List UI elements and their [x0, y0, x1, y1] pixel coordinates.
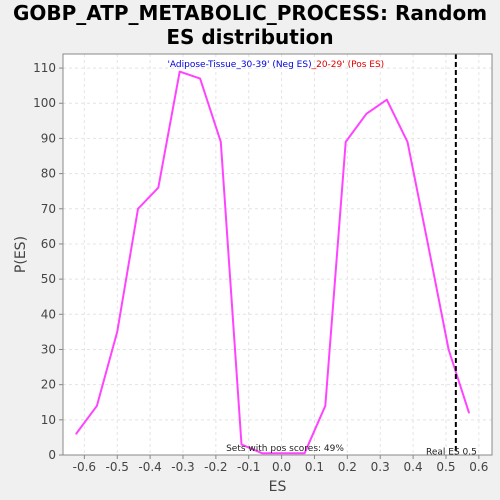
real-es-label: Real ES 0.5: [426, 448, 477, 458]
y-tick-label: 20: [41, 378, 56, 392]
y-axis: 0 10 20 30 40 50 60 70 80 90 100 110: [33, 61, 63, 462]
data-point: [427, 243, 429, 245]
y-axis-label: P(ES): [13, 236, 29, 273]
y-tick-label: 60: [41, 237, 56, 251]
x-tick-label: 0.6: [469, 460, 488, 474]
y-tick-label: 70: [41, 202, 56, 216]
x-axis: -0.6 -0.5 -0.4 -0.3 -0.2 -0.1 0.0 0.1 0.2 0.3 0.4 0…: [73, 455, 488, 474]
data-point: [116, 331, 119, 333]
y-tick-label: 0: [48, 448, 56, 462]
data-point: [303, 452, 306, 455]
data-point: [468, 411, 470, 414]
y-tick-label: 100: [33, 96, 56, 110]
x-axis-label: ES: [269, 479, 287, 495]
data-point: [344, 141, 347, 143]
neg-es-label: 'Adipose-Tissue_30-39' (Neg ES): [167, 60, 311, 70]
data-point: [406, 141, 409, 143]
x-tick-label: -0.3: [171, 460, 194, 474]
plot-border: [62, 53, 493, 456]
x-tick-label: 0.3: [371, 460, 390, 474]
data-point: [386, 98, 388, 101]
x-tick-label: -0.2: [204, 460, 227, 474]
x-tick-label: -0.4: [138, 460, 161, 474]
x-tick-label: 0.0: [272, 460, 291, 474]
data-point: [178, 70, 181, 73]
y-tick-label: 110: [33, 61, 56, 75]
y-tick-label: 40: [41, 307, 56, 321]
data-point: [365, 112, 368, 115]
data-point: [199, 77, 201, 80]
y-tick-label: 90: [41, 131, 56, 145]
data-point: [240, 443, 243, 446]
x-tick-label: -0.5: [106, 460, 129, 474]
series-line: [75, 70, 470, 455]
plot-area: [63, 54, 492, 455]
y-tick-label: 80: [41, 167, 56, 181]
x-tick-label: 0.4: [404, 460, 423, 474]
data-point: [280, 452, 283, 455]
pos-scores-label: Sets with pos scores: 49%: [226, 444, 344, 454]
x-tick-label: 0.2: [338, 460, 357, 474]
data-point: [261, 452, 263, 455]
pos-es-label: _20-29' (Pos ES): [311, 60, 385, 70]
data-point: [96, 404, 98, 407]
grid: [63, 54, 492, 456]
y-tick-label: 50: [41, 272, 56, 286]
data-point: [447, 348, 450, 351]
series-layer: [75, 70, 470, 455]
x-tick-label: -0.1: [237, 460, 260, 474]
data-point: [219, 141, 222, 143]
data-point: [137, 207, 139, 210]
x-tick-label: 0.1: [305, 460, 324, 474]
x-tick-label: 0.5: [436, 460, 455, 474]
chart-title-line1: GOBP_ATP_METABOLIC_PROCESS: Random: [13, 1, 487, 25]
data-point: [157, 186, 160, 189]
x-tick-label: -0.6: [73, 460, 96, 474]
data-point: [75, 433, 77, 435]
data-point: [324, 404, 327, 407]
chart-title-line2: ES distribution: [166, 25, 333, 49]
y-tick-label: 10: [41, 413, 56, 427]
y-tick-label: 30: [41, 342, 56, 356]
